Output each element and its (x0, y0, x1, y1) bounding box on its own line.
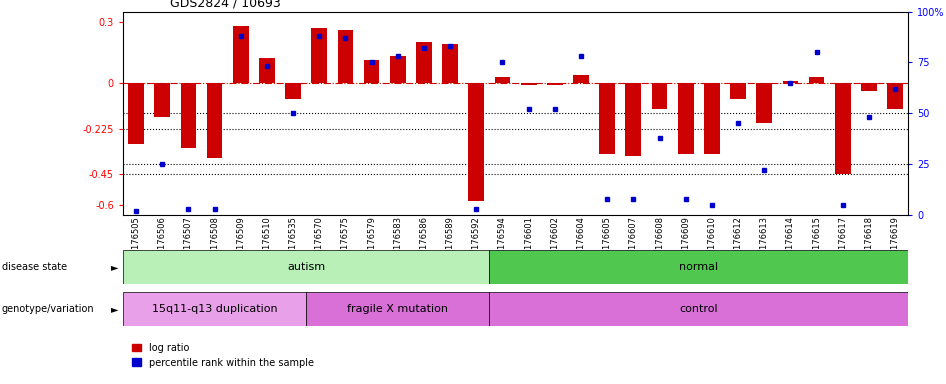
Bar (181, 83, 196, 148)
Text: normal: normal (679, 262, 718, 272)
Bar (625, 83, 641, 156)
Bar (129, 83, 144, 144)
Bar (652, 83, 667, 109)
Bar (573, 74, 588, 83)
Bar (233, 26, 249, 83)
Bar (887, 83, 902, 109)
Bar (600, 83, 615, 154)
Text: genotype/variation: genotype/variation (2, 304, 95, 314)
Bar (123, 292, 307, 326)
Bar (390, 56, 406, 83)
Bar (521, 83, 536, 85)
Bar (782, 81, 798, 83)
Bar (286, 83, 301, 99)
Bar (311, 28, 327, 83)
Text: autism: autism (288, 262, 325, 272)
Bar (338, 30, 353, 83)
Bar (730, 83, 745, 99)
Text: disease state: disease state (2, 262, 67, 272)
Bar (489, 292, 908, 326)
Bar (678, 83, 693, 154)
Bar (154, 83, 170, 118)
Text: fragile X mutation: fragile X mutation (347, 304, 448, 314)
Bar (495, 77, 510, 83)
Text: control: control (679, 304, 718, 314)
Bar (468, 83, 484, 201)
Bar (809, 77, 824, 83)
Bar (835, 83, 850, 174)
Text: GDS2824 / 10693: GDS2824 / 10693 (170, 0, 281, 10)
Bar (123, 250, 489, 284)
Bar (416, 42, 431, 83)
Bar (207, 83, 222, 158)
Text: ►: ► (111, 262, 118, 272)
Bar (704, 83, 720, 154)
Bar (443, 44, 458, 83)
Text: ►: ► (111, 304, 118, 314)
Bar (757, 83, 772, 123)
Bar (259, 58, 274, 83)
Bar (547, 83, 563, 85)
Bar (861, 83, 877, 91)
Legend: log ratio, percentile rank within the sample: log ratio, percentile rank within the sa… (128, 339, 318, 371)
Bar (489, 250, 908, 284)
Text: 15q11-q13 duplication: 15q11-q13 duplication (151, 304, 277, 314)
Bar (364, 60, 379, 83)
Bar (307, 292, 489, 326)
